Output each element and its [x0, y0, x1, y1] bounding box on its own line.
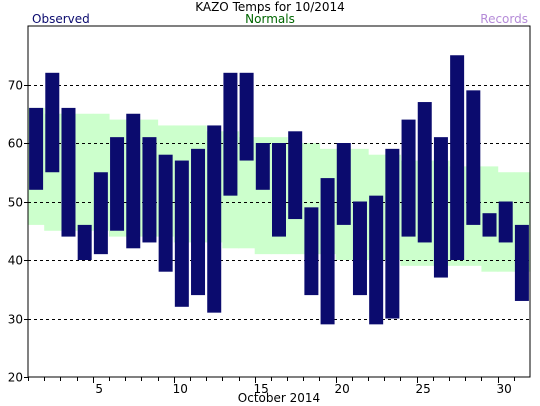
observed-bar	[320, 178, 335, 325]
normals-legend-label: Normals	[245, 12, 295, 26]
x-tick-label: 30	[496, 382, 511, 396]
observed-bar	[369, 195, 384, 325]
observed-bar	[304, 207, 319, 296]
observed-bar	[482, 213, 497, 237]
observed-bar	[29, 107, 44, 190]
x-tick-label: 20	[335, 382, 350, 396]
observed-bar	[61, 107, 76, 237]
observed-legend-label: Observed	[32, 12, 90, 26]
y-axis: 20 30 40 50 60 70	[8, 79, 28, 385]
observed-bar	[45, 72, 60, 173]
observed-bar	[223, 72, 238, 196]
y-tick-label: 70	[8, 79, 23, 93]
y-tick-label: 60	[8, 137, 23, 151]
observed-bar	[272, 143, 286, 237]
y-tick-label: 40	[8, 254, 23, 268]
x-tick-label: 10	[173, 382, 188, 396]
x-axis: 5 10 15 20 25 30	[28, 377, 515, 396]
normals-range	[76, 113, 94, 231]
observed-bar	[110, 137, 125, 231]
observed-bar	[191, 148, 206, 296]
observed-bar	[417, 102, 432, 243]
observed-bars	[29, 55, 529, 325]
x-tick-label: 5	[95, 382, 103, 396]
observed-bar	[239, 72, 254, 161]
x-axis-label: October 2014	[238, 391, 320, 405]
observed-bar	[255, 143, 270, 190]
observed-bar	[466, 90, 481, 225]
observed-bar	[93, 172, 108, 255]
chart-title: KAZO Temps for 10/2014	[195, 0, 345, 14]
observed-bar	[174, 160, 189, 307]
records-legend-label: Records	[480, 12, 528, 26]
observed-bar	[401, 119, 416, 237]
plot-frame	[27, 25, 531, 378]
y-tick-label: 50	[8, 196, 23, 210]
x-tick-label: 25	[415, 382, 430, 396]
observed-bar	[158, 154, 173, 272]
normals-range	[238, 137, 256, 249]
observed-bar	[126, 113, 141, 249]
observed-bar	[498, 201, 513, 243]
observed-bar	[385, 148, 400, 319]
y-tick-label: 20	[8, 371, 23, 385]
observed-bar	[450, 55, 465, 260]
observed-bar	[336, 143, 351, 225]
observed-bar	[142, 137, 157, 243]
observed-bar	[207, 125, 222, 313]
observed-bar	[288, 131, 303, 220]
observed-bar	[433, 137, 448, 278]
x-tick-label: 15	[254, 382, 269, 396]
observed-bar	[514, 224, 529, 301]
observed-bar	[352, 201, 367, 296]
observed-bar	[77, 224, 92, 260]
y-tick-label: 30	[8, 313, 23, 327]
